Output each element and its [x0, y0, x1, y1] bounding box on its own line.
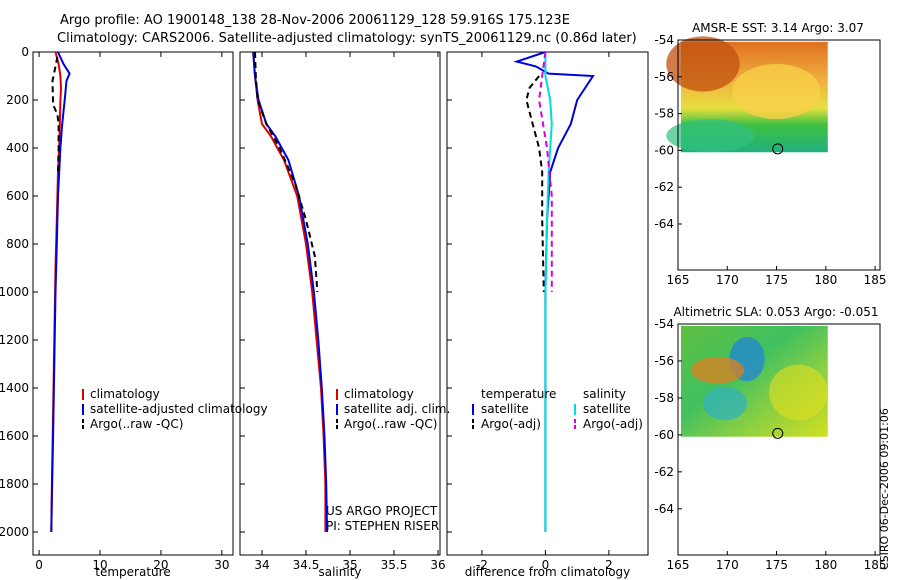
difference-series-2	[544, 52, 553, 532]
difference-legend-label: Argo(-adj)	[481, 417, 541, 431]
difference-series-1	[525, 75, 545, 293]
temperature-series-1	[50, 51, 71, 533]
difference-legend-label: satellite	[481, 402, 529, 416]
difference-xtick-label: 2	[605, 558, 613, 572]
temperature-ytick-label: 1200	[0, 333, 29, 347]
temperature-panel: 0 10 20 30 temperature 0 200 400 600 800 1000 1200 1…	[0, 45, 268, 579]
sst-argo-location-marker	[772, 143, 784, 155]
sla-ytick-label: -58	[654, 391, 674, 405]
difference-xlabel: difference from climatology	[465, 565, 631, 579]
sla-xtick-label: 175	[765, 558, 788, 572]
temperature-xtick-label: 0	[35, 558, 43, 572]
sst-ytick-label: -54	[654, 33, 674, 47]
salinity-annotation: US ARGO PROJECT	[326, 504, 438, 518]
temperature-ytick-label: 2000	[0, 525, 29, 539]
sla-xtick-label: 170	[716, 558, 739, 572]
difference-legend-title: temperature	[481, 387, 556, 401]
salinity-legend-label: climatology	[344, 387, 414, 401]
sst-cool-patch	[666, 119, 755, 153]
difference-legend-label: satellite	[583, 402, 631, 416]
sst-warm-patch	[666, 36, 740, 92]
temperature-legend-label: Argo(..raw -QC)	[90, 417, 183, 431]
salinity-axes-frame	[239, 51, 441, 556]
salinity-annotation: PI: STEPHEN RISER	[326, 519, 439, 533]
sla-argo-location-marker	[772, 427, 784, 439]
sla-xtick-label: 180	[814, 558, 837, 572]
salinity-xtick-label: 35.5	[381, 558, 408, 572]
sst-xtick-label: 165	[667, 273, 690, 287]
temperature-ytick-label: 1000	[0, 285, 29, 299]
sla-ytick-label: -56	[654, 354, 674, 368]
salinity-legend-label: satellite adj. clim.	[344, 402, 450, 416]
salinity-xtick-label: 36	[430, 558, 445, 572]
sst-map-axes: 165 170 175 180 185 -54 -56 -58 -60 -62 -64	[654, 33, 886, 287]
credit-timestamp: CSIRO 06-Dec-2006 09:01:06	[878, 408, 891, 570]
sla-map-frame	[677, 323, 881, 556]
sst-map-panel: AMSR-E SST: 3.14 Argo: 3.07 165 170 175 180…	[654, 21, 886, 287]
sla-ytick-label: -60	[654, 428, 674, 442]
difference-legend-label: Argo(-adj)	[583, 417, 643, 431]
temperature-xtick-label: 20	[153, 558, 168, 572]
temperature-xtick-label: 10	[92, 558, 107, 572]
salinity-xtick-label: 34.5	[293, 558, 320, 572]
temperature-legend-label: climatology	[90, 387, 160, 401]
sst-mid-patch	[732, 63, 821, 120]
difference-axes-frame	[446, 51, 649, 556]
difference-legend-title: salinity	[583, 387, 626, 401]
sst-xtick-label: 175	[765, 273, 788, 287]
sla-high-patch	[691, 356, 745, 384]
sla-heatmap	[680, 325, 828, 437]
sla-map-panel: Altimetric SLA: 0.053 Argo: -0.051 165 17…	[654, 305, 886, 572]
temperature-ytick-label: 0	[21, 45, 29, 59]
salinity-series-2	[254, 51, 319, 293]
temperature-series-2	[51, 56, 60, 173]
temperature-xlabel: temperature	[95, 565, 170, 579]
sla-map-axes: 165 170 175 180 185 -54 -56 -58 -60 -62 -64	[654, 317, 886, 572]
temperature-ytick-label: 1400	[0, 381, 29, 395]
sla-map-title: Altimetric SLA: 0.053 Argo: -0.051	[673, 305, 878, 319]
difference-xtick-label: -2	[476, 558, 488, 572]
sst-ytick-label: -58	[654, 107, 674, 121]
sst-ytick-label: -60	[654, 143, 674, 157]
difference-xtick-label: 0	[542, 558, 550, 572]
sst-ytick-label: -62	[654, 180, 674, 194]
salinity-series-1	[252, 51, 329, 533]
figure-title-line1: Argo profile: AO 1900148_138 28-Nov-2006…	[60, 13, 570, 28]
temperature-ytick-label: 200	[6, 93, 29, 107]
temperature-legend-label: satellite-adjusted climatology	[90, 402, 268, 416]
sst-map-title: AMSR-E SST: 3.14 Argo: 3.07	[692, 21, 864, 35]
sst-xtick-label: 180	[814, 273, 837, 287]
temperature-ytick-label: 1600	[0, 429, 29, 443]
sla-xtick-label: 165	[667, 558, 690, 572]
temperature-ytick-label: 400	[6, 141, 29, 155]
salinity-xtick-label: 35	[342, 558, 357, 572]
temperature-ytick-label: 800	[6, 237, 29, 251]
sla-ytick-label: -62	[654, 465, 674, 479]
salinity-panel: 34 34.5 35 35.5 36 salinity climatologysatelli…	[239, 51, 450, 579]
salinity-xtick-label: 34	[254, 558, 269, 572]
sst-map-frame	[677, 39, 881, 271]
sla-xtick-label: 185	[864, 558, 887, 572]
temperature-ytick-label: 1800	[0, 477, 29, 491]
salinity-legend-label: Argo(..raw -QC)	[344, 417, 437, 431]
sla-mid-patch	[769, 364, 828, 421]
temperature-ytick-label: 600	[6, 189, 29, 203]
sst-xtick-label: 185	[864, 273, 887, 287]
sla-ytick-label: -54	[654, 317, 674, 331]
sst-heatmap	[666, 36, 828, 153]
sst-ytick-label: -64	[654, 217, 674, 231]
salinity-xlabel: salinity	[318, 565, 361, 579]
sla-low-patch-2	[702, 386, 748, 421]
sst-xtick-label: 170	[716, 273, 739, 287]
sla-ytick-label: -64	[654, 502, 674, 516]
temperature-axes-frame	[32, 51, 234, 556]
sst-ytick-label: -56	[654, 70, 674, 84]
temperature-xtick-label: 30	[214, 558, 229, 572]
figure-title-line2: Climatology: CARS2006. Satellite-adjuste…	[57, 31, 637, 46]
difference-series-3	[538, 51, 553, 292]
difference-series-0	[513, 51, 595, 532]
